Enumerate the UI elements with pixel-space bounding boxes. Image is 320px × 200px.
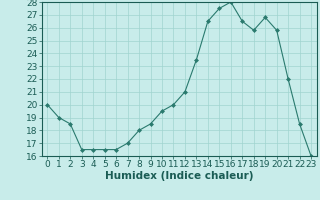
X-axis label: Humidex (Indice chaleur): Humidex (Indice chaleur): [105, 171, 253, 181]
